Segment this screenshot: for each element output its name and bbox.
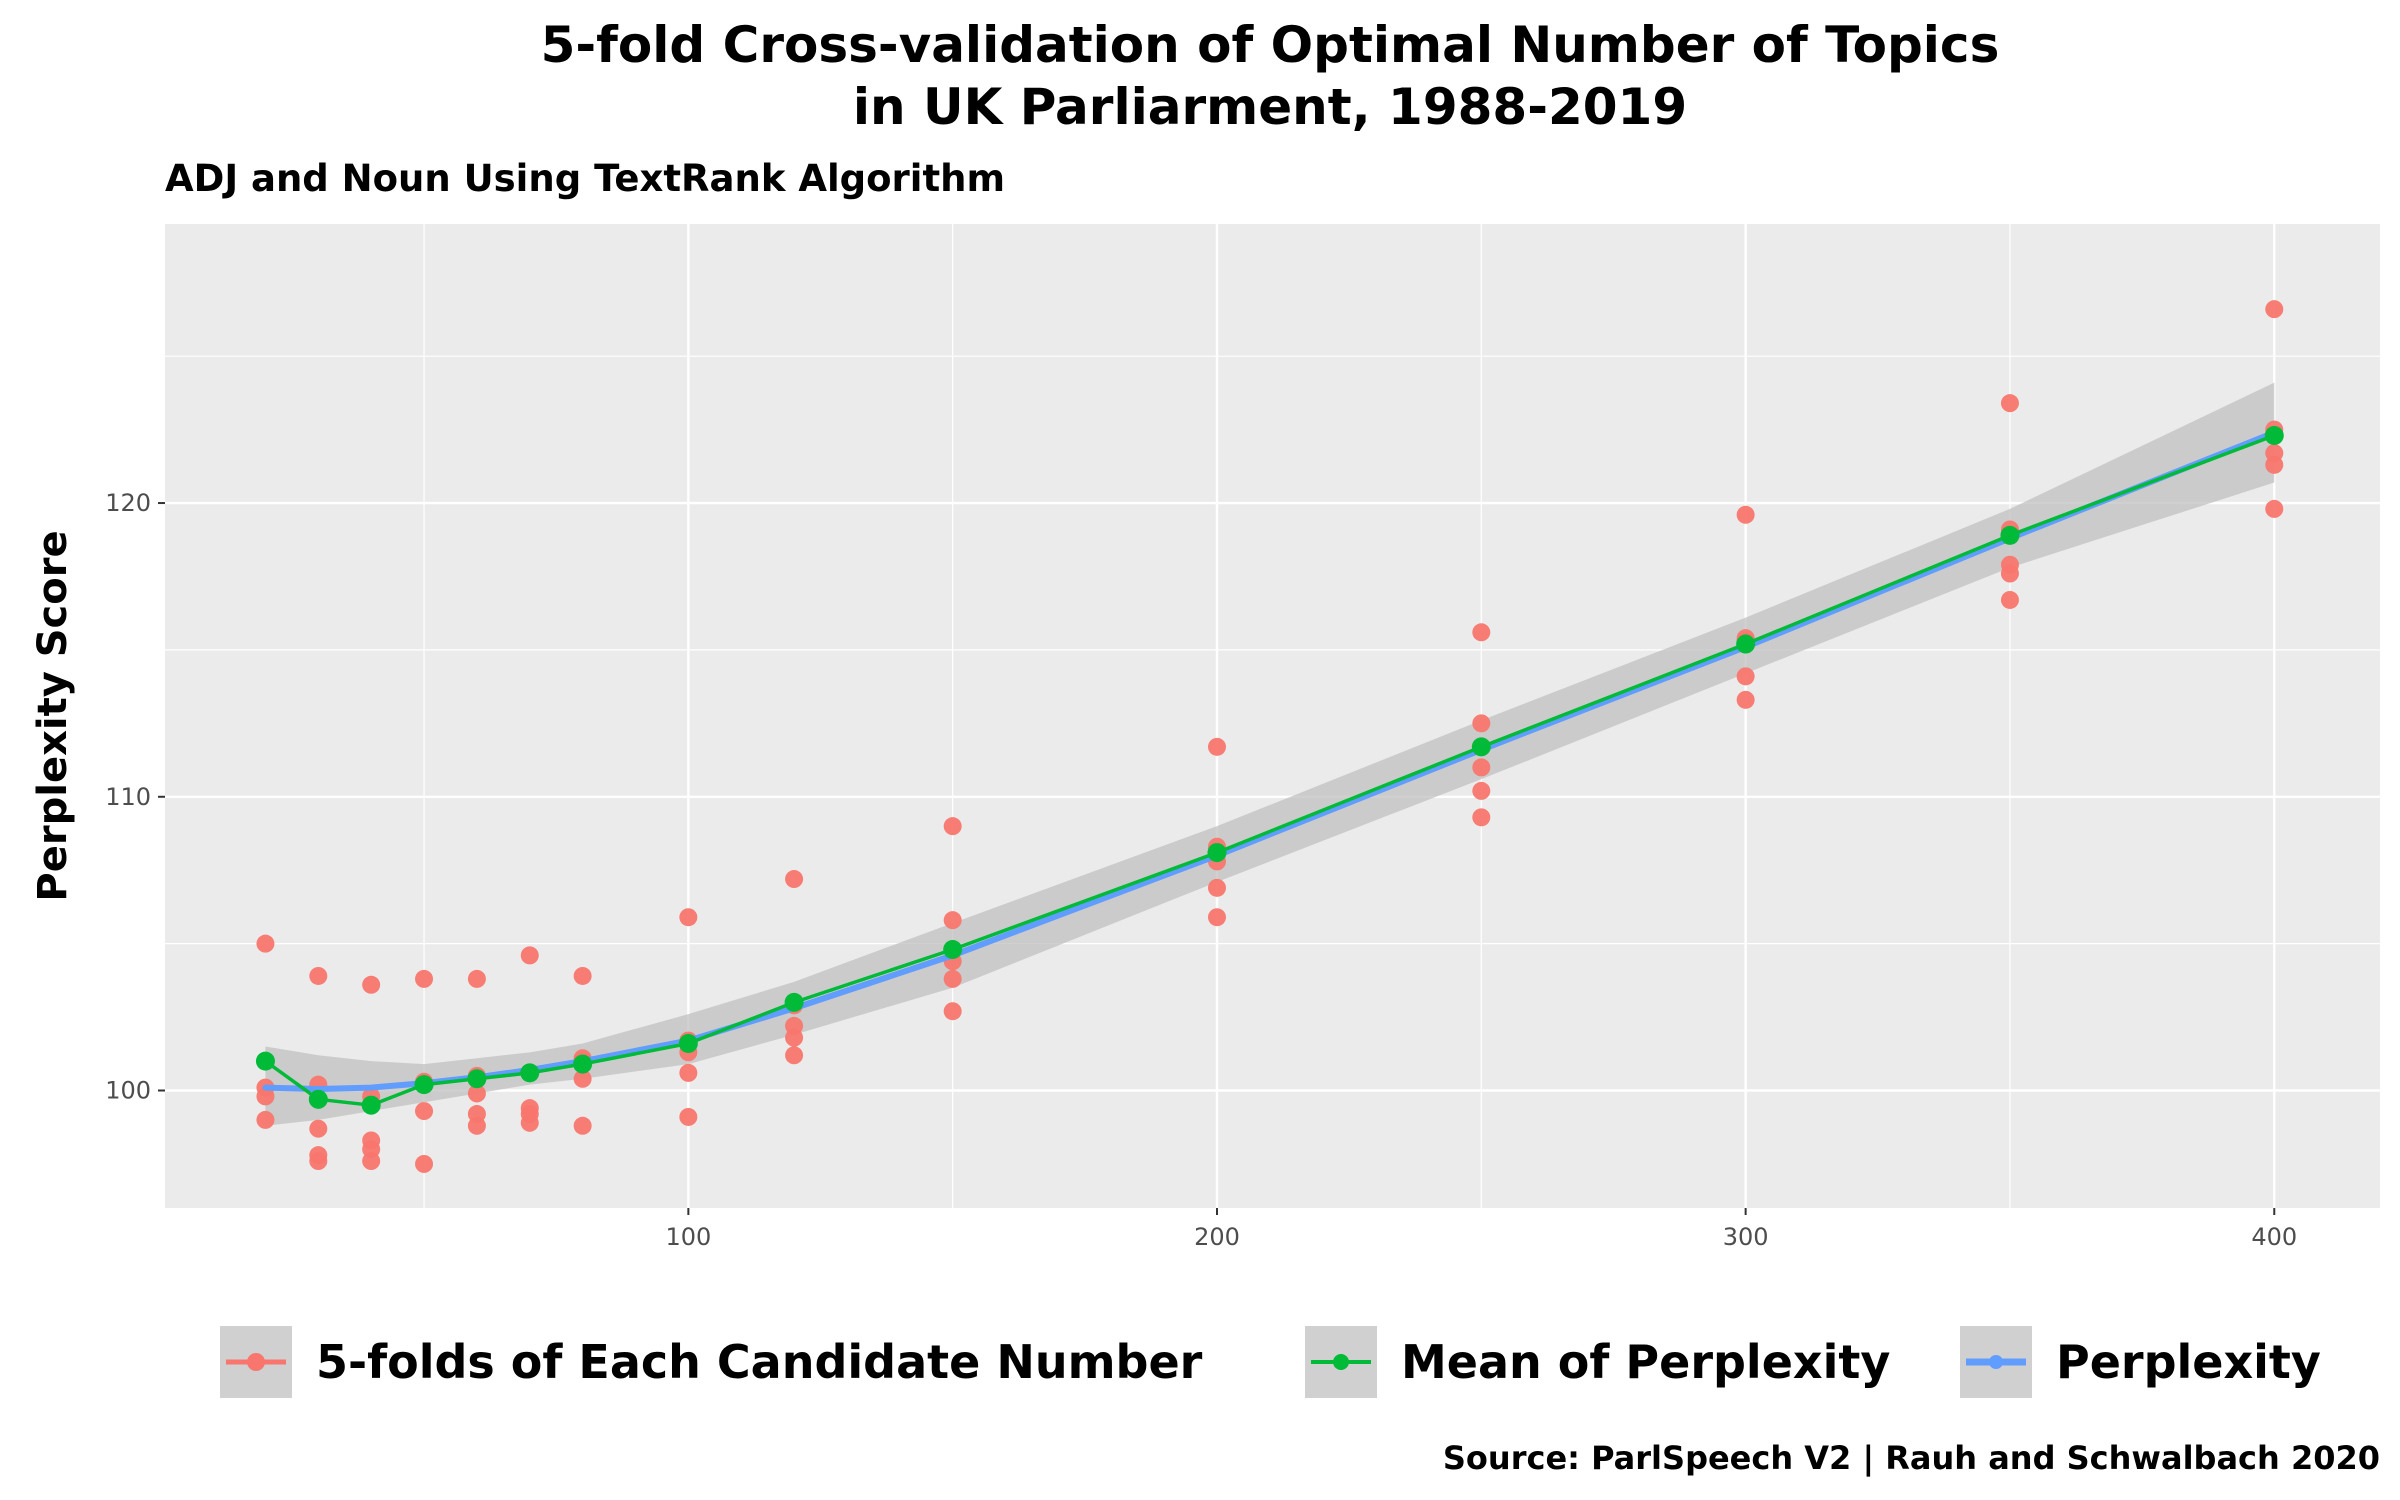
fold-point [256, 1110, 275, 1129]
legend-item: Mean of Perplexity [1305, 1326, 1890, 1398]
y-axis-title: Perplexity Score [30, 530, 76, 901]
legend-label: 5-folds of Each Candidate Number [316, 1335, 1203, 1389]
fold-point [2000, 394, 2019, 413]
y-tick-label: 110 [105, 783, 151, 811]
mean-point [573, 1054, 593, 1074]
fold-point [1472, 808, 1491, 827]
grid-layer [165, 224, 2380, 1208]
fold-point [2000, 564, 2019, 583]
fold-point [1207, 737, 1226, 756]
x-tick-label: 100 [665, 1223, 711, 1251]
x-tick-label: 300 [1723, 1223, 1769, 1251]
fold-point [520, 946, 539, 965]
legend-key-point [1989, 1355, 2003, 1369]
fold-point [1472, 781, 1491, 800]
chart-subtitle: ADJ and Noun Using TextRank Algorithm [165, 157, 1005, 200]
legend-key-point [1333, 1354, 1349, 1370]
chart-title-line-2: in UK Parliarment, 1988-2019 [853, 78, 1687, 136]
fold-point [943, 817, 962, 836]
fold-point [943, 969, 962, 988]
legend-key-point [247, 1353, 265, 1371]
legend: 5-folds of Each Candidate Number Mean of … [220, 1326, 2321, 1398]
mean-point [361, 1095, 381, 1115]
mean-point [943, 940, 963, 960]
fold-point [943, 1002, 962, 1021]
fold-point [2000, 590, 2019, 609]
mean-point [308, 1089, 328, 1109]
mean-point [467, 1069, 487, 1089]
fold-point [573, 1116, 592, 1135]
fold-point [785, 870, 804, 889]
fold-point [2265, 499, 2284, 518]
fold-point [467, 1084, 486, 1103]
fold-point [679, 908, 698, 927]
fold-point [1736, 667, 1755, 686]
fold-point [679, 1107, 698, 1126]
fold-point [785, 1046, 804, 1065]
chart-title-line-1: 5-fold Cross-validation of Optimal Numbe… [541, 16, 2000, 74]
fold-point [415, 1154, 434, 1173]
axis-layer: 100 200 300 400 100 110 120 [105, 489, 2297, 1251]
fold-point [1736, 690, 1755, 709]
mean-point [2000, 525, 2020, 545]
fold-point [785, 1028, 804, 1047]
fold-point [362, 1152, 381, 1171]
chart-caption: Source: ParlSpeech V2 | Rauh and Schwalb… [1443, 1439, 2380, 1478]
x-tick-label: 400 [2251, 1223, 2297, 1251]
x-tick-label: 200 [1194, 1223, 1240, 1251]
mean-point [1207, 843, 1227, 863]
fold-point [1472, 714, 1491, 733]
mean-point [1471, 737, 1491, 757]
plot-panel [165, 224, 2380, 1208]
y-tick-label: 120 [105, 489, 151, 517]
fold-point [679, 1063, 698, 1082]
fold-point [1207, 908, 1226, 927]
fold-point [943, 911, 962, 930]
fold-point [1207, 878, 1226, 897]
mean-point [414, 1075, 434, 1095]
legend-item: Perplexity [1960, 1326, 2321, 1398]
mean-point [2264, 425, 2284, 445]
fold-point [467, 969, 486, 988]
fold-point [309, 966, 328, 985]
fold-point [1472, 623, 1491, 642]
fold-point [256, 1087, 275, 1106]
fold-point [520, 1113, 539, 1132]
mean-line-layer [255, 425, 2284, 1115]
mean-point [784, 992, 804, 1012]
fold-point [1472, 758, 1491, 777]
fold-point [573, 966, 592, 985]
fold-point [467, 1116, 486, 1135]
fold-point [2265, 455, 2284, 474]
fold-point [362, 975, 381, 994]
mean-point [678, 1034, 698, 1054]
fold-point [415, 969, 434, 988]
fold-point [309, 1119, 328, 1138]
fold-point [1736, 505, 1755, 524]
y-tick-label: 100 [105, 1077, 151, 1105]
fold-point [573, 1069, 592, 1088]
mean-point [1736, 634, 1756, 654]
mean-point [255, 1051, 275, 1071]
legend-label: Mean of Perplexity [1401, 1335, 1890, 1389]
fold-point [256, 934, 275, 953]
mean-point [520, 1063, 540, 1083]
legend-label: Perplexity [2056, 1335, 2321, 1389]
fold-point [309, 1152, 328, 1171]
fold-point [415, 1102, 434, 1121]
fold-point [2265, 300, 2284, 319]
legend-item: 5-folds of Each Candidate Number [220, 1326, 1203, 1398]
